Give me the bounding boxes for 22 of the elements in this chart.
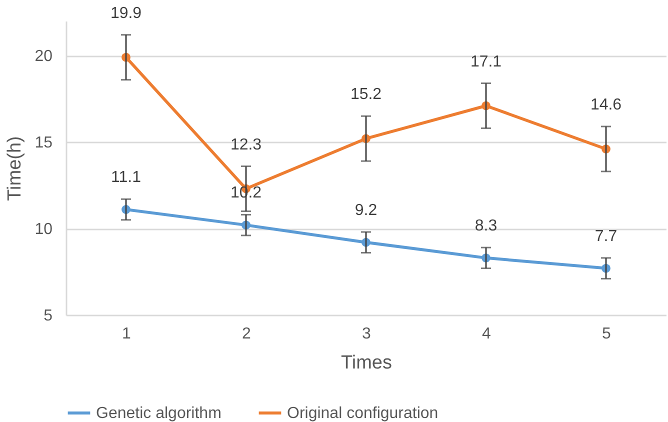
data-label: 11.1 bbox=[111, 169, 142, 186]
legend-label: Original configuration bbox=[287, 405, 438, 422]
legend-label: Genetic algorithm bbox=[96, 405, 222, 422]
data-label: 9.2 bbox=[354, 202, 378, 219]
x-tick-label: 1 bbox=[122, 326, 132, 342]
data-label: 15.2 bbox=[350, 86, 382, 104]
data-label: 14.6 bbox=[590, 96, 622, 114]
y-tick-label: 10 bbox=[34, 221, 53, 238]
x-tick-label: 5 bbox=[602, 326, 612, 342]
y-axis-title: Time(h) bbox=[4, 136, 26, 201]
data-label: 17.1 bbox=[470, 53, 502, 70]
data-label: 8.3 bbox=[474, 218, 498, 235]
y-tick-label: 20 bbox=[34, 48, 53, 66]
data-label: 19.9 bbox=[110, 4, 142, 22]
y-tick-label: 5 bbox=[44, 308, 53, 324]
x-axis-title: Times bbox=[340, 352, 392, 374]
data-label: 7.7 bbox=[594, 228, 618, 245]
x-tick-label: 4 bbox=[482, 326, 492, 342]
x-tick-label: 3 bbox=[362, 326, 372, 342]
x-tick-label: 2 bbox=[242, 326, 252, 342]
data-label: 12.3 bbox=[230, 136, 262, 154]
y-tick-label: 15 bbox=[34, 134, 53, 152]
